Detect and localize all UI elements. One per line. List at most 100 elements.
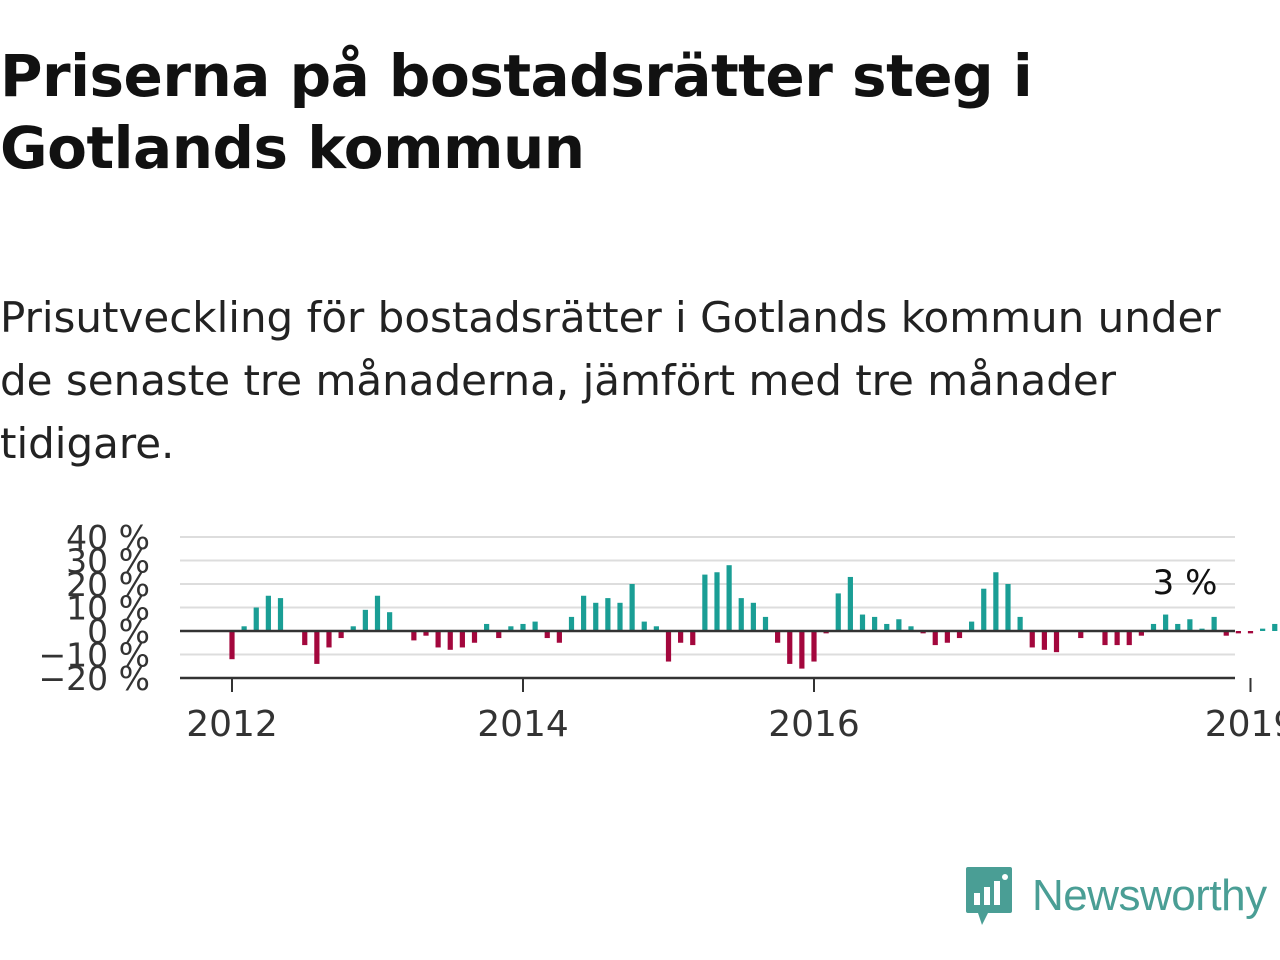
bar bbox=[1260, 628, 1266, 631]
axes bbox=[180, 629, 1252, 692]
bar bbox=[1247, 631, 1254, 634]
bar bbox=[544, 631, 550, 639]
bar bbox=[568, 616, 575, 631]
bar bbox=[665, 631, 672, 662]
newsworthy-logo-icon bbox=[966, 867, 1012, 925]
bar bbox=[508, 626, 514, 631]
bar bbox=[944, 631, 950, 643]
bar bbox=[762, 616, 769, 631]
bar bbox=[302, 631, 308, 646]
bar bbox=[1223, 631, 1229, 636]
bars bbox=[229, 565, 1278, 669]
bar bbox=[787, 631, 793, 664]
bar bbox=[750, 602, 756, 631]
bar bbox=[593, 602, 599, 631]
bar bbox=[350, 626, 356, 631]
bar bbox=[520, 623, 526, 631]
grid-lines bbox=[180, 536, 1235, 680]
last-value-annotation: 3 % bbox=[1153, 563, 1218, 603]
x-tick-label: 2012 bbox=[186, 704, 278, 745]
bar-chart: 40 %30 %20 %10 %0 %−10 %−20 % 2012 2014 20… bbox=[39, 518, 1280, 745]
bar bbox=[993, 572, 999, 631]
bar bbox=[1041, 631, 1047, 650]
bar bbox=[653, 626, 659, 631]
bar bbox=[738, 598, 744, 631]
bar bbox=[581, 595, 587, 631]
bar bbox=[314, 631, 320, 664]
bar bbox=[374, 595, 381, 631]
bar bbox=[799, 631, 805, 669]
chart-title: Priserna på bostadsrätter steg i Gotland… bbox=[0, 42, 1033, 182]
bar bbox=[229, 631, 235, 660]
bar bbox=[702, 574, 708, 631]
x-tick-label: 2014 bbox=[477, 704, 569, 745]
bar bbox=[690, 631, 696, 646]
bar bbox=[326, 631, 332, 648]
bar bbox=[1150, 623, 1157, 631]
bar bbox=[459, 631, 465, 648]
bar bbox=[811, 631, 817, 662]
bar bbox=[556, 631, 562, 643]
bar bbox=[253, 607, 259, 631]
bar bbox=[1126, 631, 1132, 646]
bar bbox=[1211, 616, 1217, 631]
bar bbox=[896, 619, 902, 631]
bar bbox=[775, 631, 781, 643]
x-tick-label: 2019 bbox=[1205, 704, 1280, 745]
bar bbox=[956, 631, 963, 639]
bar bbox=[605, 598, 611, 631]
y-tick-label: −20 % bbox=[39, 659, 151, 698]
bar bbox=[1017, 616, 1023, 631]
bar bbox=[423, 631, 429, 636]
bar bbox=[265, 595, 271, 631]
x-tick-label: 2016 bbox=[768, 704, 860, 745]
bar bbox=[726, 565, 732, 631]
bar bbox=[435, 631, 441, 648]
bar bbox=[835, 593, 841, 631]
bar bbox=[471, 631, 478, 643]
bar bbox=[1163, 614, 1169, 631]
bar bbox=[1102, 631, 1108, 646]
bar bbox=[411, 631, 417, 641]
y-tick-label: 40 % bbox=[66, 518, 150, 557]
chart-subtitle: Prisutveckling för bostadsrätter i Gotla… bbox=[0, 293, 1221, 468]
bar bbox=[387, 612, 393, 631]
x-axis-labels: 2012201420162019202120232025 bbox=[186, 704, 1280, 745]
bar bbox=[277, 598, 284, 631]
bar bbox=[241, 626, 247, 631]
bar bbox=[641, 621, 647, 631]
bar bbox=[629, 584, 635, 631]
bar bbox=[1175, 623, 1181, 631]
bar bbox=[847, 576, 853, 631]
bar bbox=[884, 623, 890, 631]
y-axis-labels: 40 %30 %20 %10 %0 %−10 %−20 % bbox=[39, 518, 151, 698]
bar bbox=[362, 609, 368, 631]
y-tick-label: 0 % bbox=[87, 612, 150, 651]
bar bbox=[678, 631, 684, 643]
bar bbox=[1053, 631, 1060, 653]
bar bbox=[447, 631, 453, 650]
bar bbox=[1235, 631, 1241, 634]
bar bbox=[1005, 584, 1011, 631]
newsworthy-logo: Newsworthy bbox=[964, 864, 1267, 928]
y-tick-label: 20 % bbox=[66, 565, 150, 604]
y-tick-label: 30 % bbox=[66, 542, 150, 581]
bar bbox=[908, 626, 914, 631]
bar bbox=[969, 621, 975, 631]
bar bbox=[1114, 631, 1120, 646]
bar bbox=[859, 614, 866, 631]
bar bbox=[1187, 619, 1193, 631]
bar bbox=[1272, 623, 1278, 631]
bar bbox=[617, 602, 623, 631]
bar bbox=[932, 631, 938, 646]
bar bbox=[532, 621, 538, 631]
bar bbox=[484, 623, 490, 631]
bar bbox=[714, 572, 720, 631]
newsworthy-logo-text: Newsworthy bbox=[1032, 871, 1267, 920]
bar bbox=[1029, 631, 1035, 648]
y-tick-label: 10 % bbox=[66, 589, 150, 628]
bar bbox=[981, 588, 987, 631]
bar bbox=[338, 631, 344, 639]
bar bbox=[496, 631, 502, 639]
bar bbox=[1078, 631, 1084, 639]
